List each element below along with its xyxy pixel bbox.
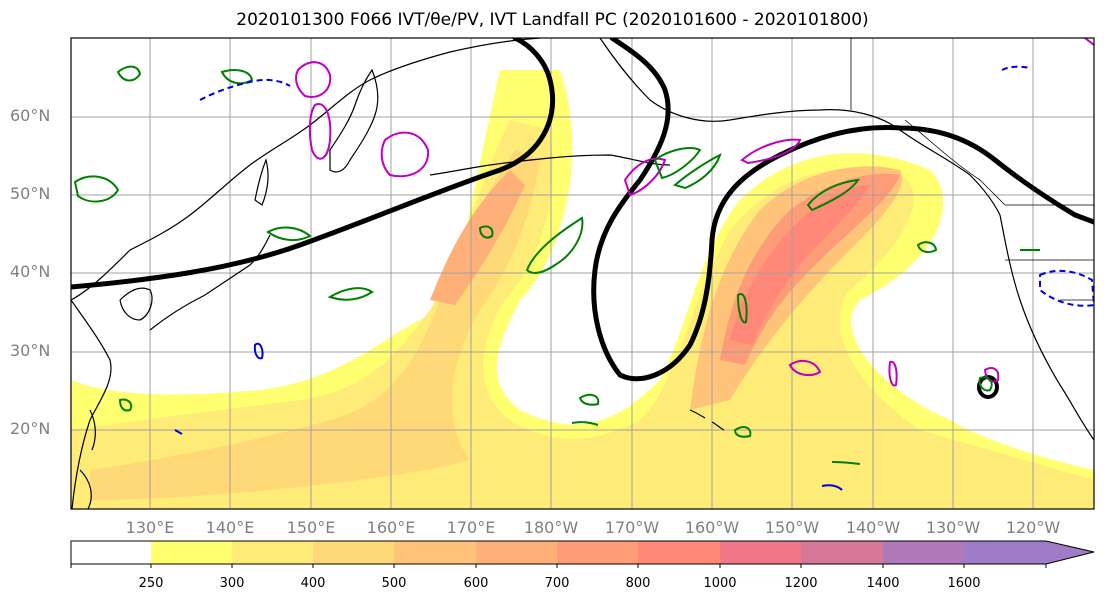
- colorbar: [70, 540, 1095, 568]
- alaska-coast: [599, 38, 1001, 216]
- lon-label-170w: 170°W: [604, 518, 660, 537]
- na-west-coast: [999, 214, 1094, 441]
- lon-label-170e: 170°E: [446, 518, 496, 537]
- colorbar-seg-9: [801, 541, 883, 564]
- colorbar-seg-1: [151, 541, 232, 564]
- colorbar-label-300: 300: [219, 576, 245, 591]
- lon-label-150w: 150°W: [764, 518, 820, 537]
- korea-coast: [119, 287, 153, 321]
- ivt-band-1000: [730, 185, 870, 345]
- pv-contours-blue: [174, 65, 1094, 491]
- colorbar-label-1000: 1000: [703, 576, 737, 591]
- colorbar-label-600: 600: [463, 576, 489, 591]
- lon-label-130e: 130°E: [125, 518, 175, 537]
- colorbar-seg-8: [720, 541, 801, 564]
- colorbar-label-700: 700: [544, 576, 570, 591]
- pv-contours-magenta: [295, 38, 1094, 387]
- graticule: [71, 38, 1094, 509]
- colorbar-label-250: 250: [138, 576, 164, 591]
- colorbar-label-800: 800: [625, 576, 651, 591]
- colorbar-seg-11: [964, 541, 1094, 564]
- lon-label-180w: 180°W: [523, 518, 579, 537]
- colorbar-label-400: 400: [300, 576, 326, 591]
- lat-label-40n: 40°N: [10, 262, 51, 281]
- kamchatka: [329, 68, 379, 173]
- colorbar-seg-10: [883, 541, 964, 564]
- lon-label-140e: 140°E: [205, 518, 255, 537]
- lon-label-160e: 160°E: [366, 518, 416, 537]
- colorbar-outline: [70, 540, 1095, 565]
- map-title: 2020101300 F066 IVT/θe/PV, IVT Landfall …: [236, 10, 869, 30]
- ivt-band-700: [430, 170, 525, 305]
- ivt-shading: [71, 70, 1094, 509]
- colorbar-seg-6: [557, 541, 638, 564]
- coastlines: [71, 38, 1094, 509]
- hawaii: [689, 409, 725, 431]
- aleutian-chain: [429, 154, 671, 176]
- lat-label-20n: 20°N: [10, 419, 51, 438]
- japan-islands: [149, 234, 271, 331]
- pv-contours-green: [73, 65, 1040, 465]
- colorbar-seg-4: [394, 541, 476, 564]
- sakhalin: [254, 158, 269, 206]
- lat-label-60n: 60°N: [10, 106, 51, 125]
- colorbar-seg-2: [232, 541, 313, 564]
- lat-label-30n: 30°N: [10, 341, 51, 360]
- colorbar-seg-0: [71, 541, 151, 564]
- colorbar-label-500: 500: [381, 576, 407, 591]
- lon-label-120w: 120°W: [1005, 518, 1061, 537]
- lon-label-140w: 140°W: [845, 518, 901, 537]
- lon-label-160w: 160°W: [684, 518, 740, 537]
- lon-label-130w: 130°W: [925, 518, 981, 537]
- lon-label-150e: 150°E: [286, 518, 336, 537]
- colorbar-label-1200: 1200: [784, 576, 818, 591]
- asia-coast-south: [71, 299, 112, 509]
- colorbar-seg-3: [313, 541, 394, 564]
- ivt-band-400: [90, 150, 540, 500]
- taiwan-philippines: [79, 409, 96, 509]
- asia-coast: [71, 38, 541, 301]
- colorbar-label-1600: 1600: [947, 576, 981, 591]
- map-frame: [70, 37, 1095, 510]
- colorbar-label-1400: 1400: [866, 576, 900, 591]
- colorbar-seg-5: [476, 541, 557, 564]
- colorbar-seg-7: [638, 541, 720, 564]
- political-borders: [850, 38, 1094, 301]
- lat-label-50n: 50°N: [10, 184, 51, 203]
